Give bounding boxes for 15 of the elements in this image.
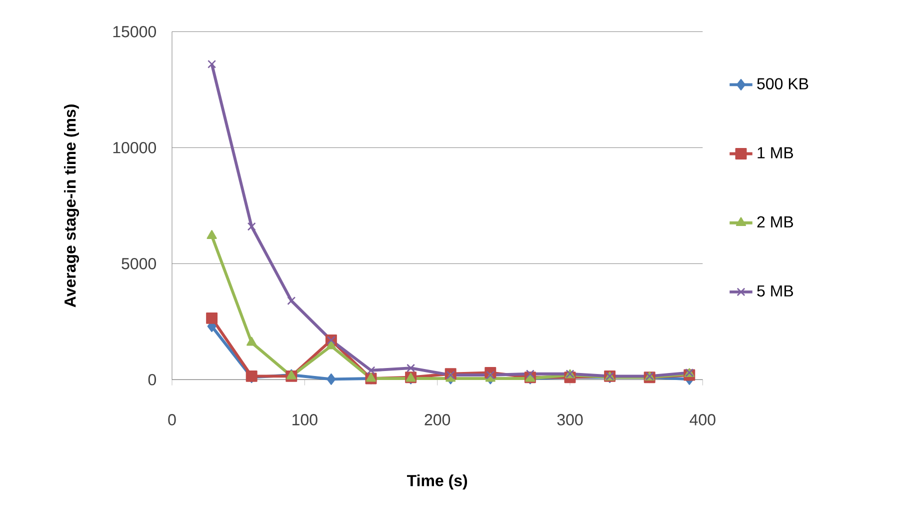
y-tick-label: 0 <box>148 374 156 386</box>
x-axis-title: Time (s) <box>406 474 468 490</box>
legend-label: 2 MB <box>757 216 793 228</box>
legend-label: 500 KB <box>757 78 808 90</box>
y-tick-label: 5000 <box>122 258 156 270</box>
x-tick-label: 0 <box>168 414 176 426</box>
legend-label: 1 MB <box>758 147 793 158</box>
y-tick-label: 10000 <box>113 142 156 154</box>
x-tick-label: 100 <box>292 414 318 426</box>
y-axis-title: Average stage-in time (ms) <box>64 104 79 308</box>
legend-label: 5 MB <box>757 285 793 297</box>
x-tick-label: 300 <box>557 414 583 426</box>
x-tick-label: 200 <box>424 414 450 426</box>
y-tick-label: 15000 <box>113 26 156 38</box>
x-tick-label: 400 <box>690 414 716 426</box>
